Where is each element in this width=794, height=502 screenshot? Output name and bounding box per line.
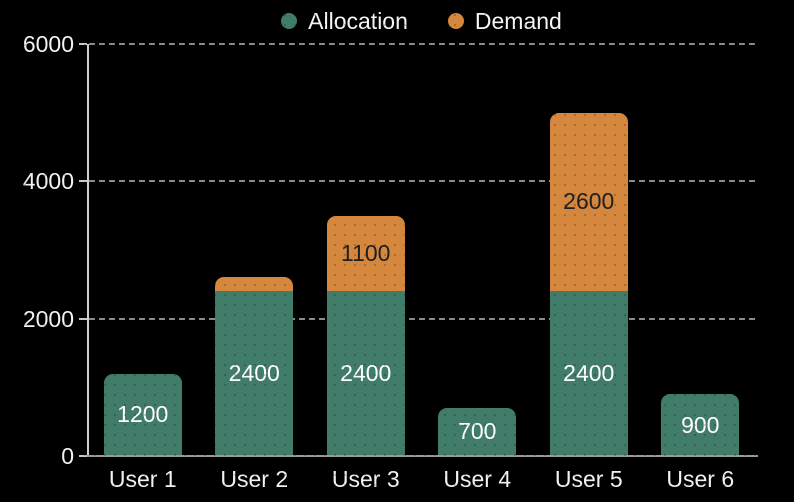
plot-area: 1200 2400 1100 2400 700 2600 2400 900 [87, 44, 756, 456]
x-tick-label: User 1 [108, 466, 177, 492]
x-axis-line [87, 455, 758, 457]
y-tick-mark [79, 43, 87, 45]
bar-segment-allocation: 1200 [103, 373, 182, 456]
bar-value-label: 2400 [563, 360, 615, 387]
bar-segment-allocation: 900 [661, 394, 740, 456]
bar-value-label: 2400 [228, 360, 280, 387]
y-tick-label: 6000 [22, 31, 74, 57]
bar-segment-allocation: 700 [438, 407, 517, 456]
bar-segment-demand [215, 277, 294, 292]
y-tick-label: 4000 [22, 168, 74, 195]
y-tick-mark [79, 455, 87, 457]
bar-value-label: 2400 [340, 360, 392, 387]
legend-item-demand[interactable]: Demand [447, 7, 562, 35]
bar-segment-allocation: 2400 [215, 291, 294, 456]
bar-user-4: 700 [422, 407, 534, 456]
bar-value-label: 900 [681, 411, 720, 438]
legend-dot-icon [281, 13, 298, 29]
x-tick-label: User 6 [666, 466, 735, 492]
bar-segment-allocation: 2400 [326, 291, 405, 456]
y-axis-line [87, 44, 89, 457]
chart-legend: Allocation Demand [87, 6, 756, 36]
gridline-4000 [89, 180, 756, 183]
y-tick-label: 2000 [22, 305, 74, 332]
gridline-2000 [89, 317, 756, 320]
bar-user-3: 1100 2400 [310, 215, 422, 456]
bar-user-1: 1200 [87, 373, 199, 456]
y-tick-label: 0 [61, 443, 74, 469]
x-tick-label: User 4 [443, 466, 512, 492]
bar-value-label: 700 [458, 418, 497, 445]
bar-value-label: 1100 [341, 239, 391, 266]
bar-segment-demand: 1100 [326, 215, 405, 292]
y-tick-mark [79, 317, 87, 320]
legend-item-allocation[interactable]: Allocation [281, 8, 408, 35]
bar-user-2: 2400 [199, 277, 311, 456]
legend-label: Demand [474, 7, 562, 34]
bar-segment-allocation: 2400 [549, 291, 628, 456]
bar-user-6: 900 [645, 394, 757, 456]
gridline-6000 [89, 43, 756, 45]
bar-segment-demand: 2600 [549, 112, 628, 292]
bar-user-5: 2600 2400 [533, 112, 645, 456]
x-tick-label: User 5 [554, 466, 623, 492]
y-tick-mark [79, 180, 87, 183]
bar-value-label: 1200 [117, 401, 169, 428]
bar-value-label: 2600 [563, 188, 615, 215]
x-tick-label: User 3 [331, 466, 400, 492]
legend-dot-icon [447, 13, 464, 29]
legend-label: Allocation [308, 7, 408, 34]
x-tick-label: User 2 [220, 466, 289, 492]
